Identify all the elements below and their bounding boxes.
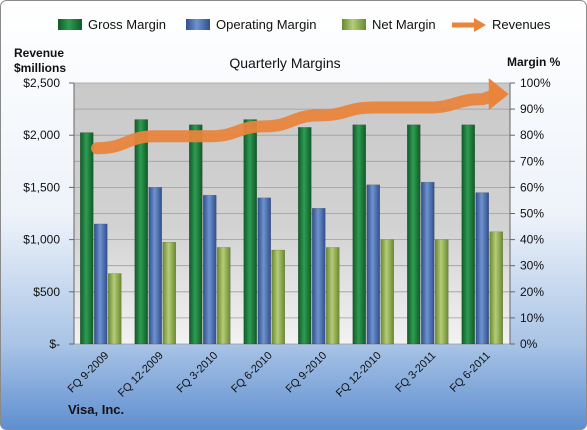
right-tick-label: 70% <box>520 154 544 168</box>
right-tick-label: 100% <box>520 76 551 90</box>
footer-company: Visa, Inc. <box>68 402 124 417</box>
right-tick-label: 0% <box>520 337 538 351</box>
right-tick-label: 30% <box>520 259 544 273</box>
bar-net-margin-fq-9-2010 <box>326 247 340 345</box>
legend-arrowhead-revenues <box>474 18 486 32</box>
legend-swatch-net-margin <box>342 19 366 30</box>
bar-net-margin-fq-6-2010 <box>271 249 285 345</box>
left-tick-label: $2,500 <box>23 76 60 90</box>
bar-gross-margin-fq-3-2011 <box>407 124 421 345</box>
bar-operating-margin-fq-6-2011 <box>475 192 489 345</box>
right-tick-label: 20% <box>520 285 544 299</box>
legend: Gross Margin Operating Margin Net Margin… <box>58 17 551 32</box>
left-tick-label: $1,000 <box>23 233 60 247</box>
legend-swatch-gross-margin <box>58 19 82 30</box>
left-axis-ticks: $- $500 $1,000 $1,500 $2,000 $2,500 <box>23 76 74 351</box>
bar-net-margin-fq-6-2011 <box>489 231 503 345</box>
bar-operating-margin-fq-3-2010 <box>203 194 217 345</box>
bar-gross-margin-fq-12-2009 <box>134 119 148 345</box>
right-tick-label: 10% <box>520 311 544 325</box>
right-axis-label: Margin % <box>507 55 561 69</box>
legend-item-net-margin: Net Margin <box>342 17 436 32</box>
bar-net-margin-fq-12-2009 <box>162 241 176 345</box>
right-tick-label: 60% <box>520 180 544 194</box>
legend-item-gross-margin: Gross Margin <box>58 17 166 32</box>
right-tick-label: 50% <box>520 207 544 221</box>
bar-operating-margin-fq-9-2010 <box>312 208 326 345</box>
legend-swatch-operating-margin <box>186 19 210 30</box>
bar-gross-margin-fq-9-2009 <box>80 132 94 345</box>
legend-label-gross-margin: Gross Margin <box>88 17 166 32</box>
legend-label-net-margin: Net Margin <box>372 17 436 32</box>
left-axis-label-line1: Revenue <box>14 46 64 60</box>
bar-gross-margin-fq-6-2010 <box>243 119 257 345</box>
left-tick-label: $- <box>49 337 60 351</box>
bars <box>80 119 503 345</box>
left-tick-label: $500 <box>33 285 60 299</box>
legend-item-revenues: Revenues <box>452 17 551 32</box>
left-tick-label: $2,000 <box>23 128 60 142</box>
bar-operating-margin-fq-3-2011 <box>421 181 435 345</box>
bar-gross-margin-fq-6-2011 <box>461 124 475 345</box>
bar-operating-margin-fq-9-2009 <box>94 223 108 345</box>
revenue-arrowhead <box>488 78 509 111</box>
bar-gross-margin-fq-9-2010 <box>298 127 312 345</box>
left-tick-label: $1,500 <box>23 180 60 194</box>
bar-gross-margin-fq-3-2010 <box>189 124 203 345</box>
left-axis-label-line2: $millions <box>14 61 66 75</box>
bar-net-margin-fq-9-2009 <box>108 273 122 345</box>
right-tick-label: 90% <box>520 102 544 116</box>
right-tick-label: 40% <box>520 233 544 247</box>
revenue-series <box>91 78 509 155</box>
bar-gross-margin-fq-12-2010 <box>352 124 366 345</box>
right-tick-label: 80% <box>520 128 544 142</box>
bar-net-margin-fq-12-2010 <box>380 239 394 345</box>
bar-net-margin-fq-3-2011 <box>435 239 449 345</box>
legend-item-operating-margin: Operating Margin <box>186 17 316 32</box>
right-axis-ticks: 0% 10% 20% 30% 40% 50% 60% 70% 80% 90% 100% <box>510 76 551 351</box>
legend-label-revenues: Revenues <box>492 17 551 32</box>
legend-label-operating-margin: Operating Margin <box>216 17 316 32</box>
bar-operating-margin-fq-6-2010 <box>257 197 271 345</box>
revenue-line <box>91 89 501 155</box>
bar-operating-margin-fq-12-2010 <box>366 184 380 345</box>
chart-title: Quarterly Margins <box>229 55 340 71</box>
bar-operating-margin-fq-12-2009 <box>148 187 162 345</box>
bar-net-margin-fq-3-2010 <box>217 247 231 345</box>
